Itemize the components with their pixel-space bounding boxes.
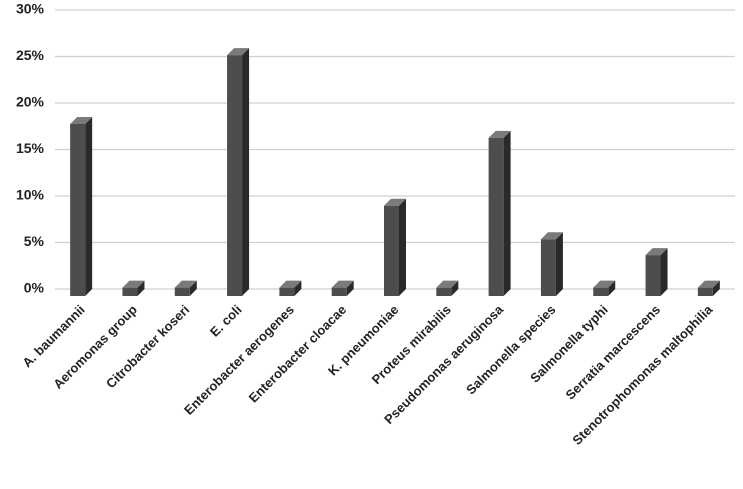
bar-front [645,255,661,296]
bar [540,232,563,296]
bar-front [436,287,452,296]
bar-top [384,198,406,206]
bar-side [555,232,563,296]
y-tick-label: 0% [24,280,45,296]
bar [331,280,354,296]
x-tick-label: Enterobacter cloacae [246,302,350,406]
x-tick-label: E. coli [207,302,245,340]
bar-side [242,48,250,296]
bar [384,198,406,296]
bar-top [540,232,563,240]
bar [122,280,145,296]
bar-top [593,280,616,288]
bar-top [279,280,302,288]
bar-side [189,280,197,296]
bar [174,280,197,296]
bar [70,116,93,296]
bar-top [70,116,93,124]
bar [488,130,511,296]
bar [279,280,302,296]
x-tick-label: Salmonella species [463,302,558,397]
bar-front [331,287,347,296]
bar-front [384,205,399,296]
bar-side [85,116,93,296]
bar-side [660,248,668,296]
bar-side [294,280,302,296]
bar [227,48,250,296]
y-tick-label: 20% [16,94,45,110]
bar-side [137,280,145,296]
bar-front [279,287,295,296]
bar-top [488,130,511,138]
bar-front [122,287,138,296]
bar-front [593,287,609,296]
bar-top [331,280,354,288]
y-tick-label: 30% [16,1,45,17]
bar-side [451,280,459,296]
y-tick-label: 15% [16,140,45,156]
bar-side [399,198,406,296]
y-tick-label: 25% [16,47,45,63]
bar [645,248,668,296]
bar-top [174,280,197,288]
bar [593,280,616,296]
bar-top [122,280,145,288]
bar-top [697,280,720,288]
bar-side [346,280,354,296]
bar-side [712,280,720,296]
bar-side [608,280,616,296]
y-tick-label: 5% [24,233,45,249]
x-tick-label: Serratia marcescens [563,302,664,403]
bar [697,280,720,296]
bar [436,280,459,296]
bar-front [174,287,190,296]
bar-front [227,55,243,296]
bar-top [436,280,459,288]
bar-front [540,239,556,296]
bar-side [503,130,511,296]
bar-front [697,287,713,296]
y-tick-label: 10% [16,187,45,203]
bar-top [227,48,250,56]
bar-top [645,248,668,256]
bar-front [70,123,86,296]
bar-front [488,137,504,296]
